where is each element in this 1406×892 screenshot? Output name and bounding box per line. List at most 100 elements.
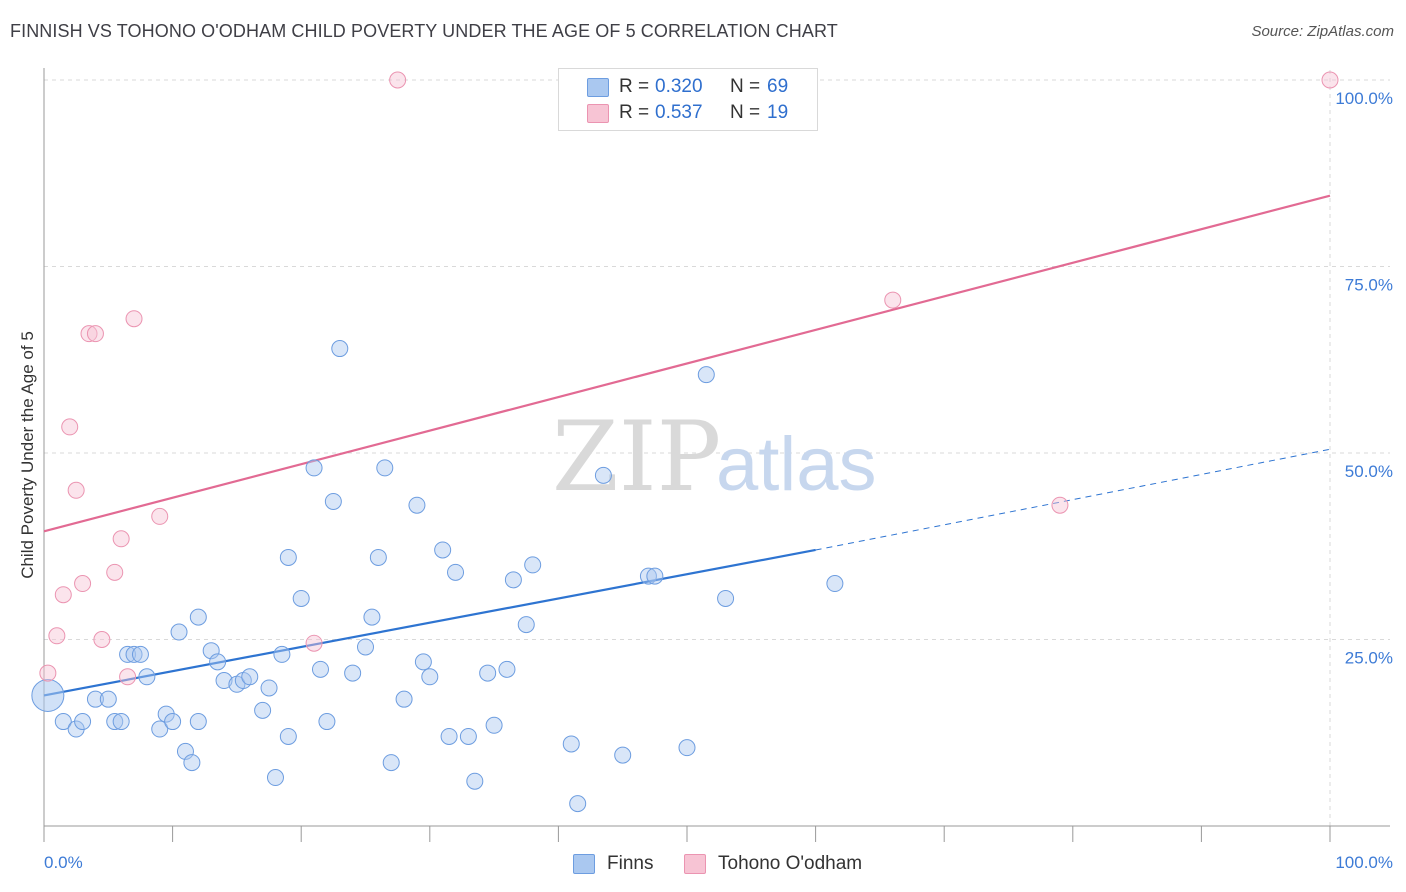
finns-point — [434, 541, 452, 559]
finns-point — [357, 638, 374, 656]
finns-point — [112, 713, 130, 731]
tohono-point — [151, 507, 169, 525]
finns-point — [119, 645, 137, 663]
watermark: ZIP atlas — [552, 401, 877, 513]
source-label: Source: ZipAtlas.com — [1251, 23, 1394, 40]
finns-point — [260, 679, 278, 697]
finns-point — [594, 466, 612, 484]
finns-point — [562, 735, 580, 753]
legend-item-tohono: Tohono O'odham — [684, 853, 862, 875]
finns-point — [363, 608, 381, 626]
finns-point — [266, 769, 284, 787]
finns-r-label: R = — [619, 76, 650, 97]
finns-point — [164, 713, 182, 731]
finns-point — [324, 492, 342, 510]
tohono-point — [61, 418, 79, 436]
finns-point — [485, 716, 503, 734]
finns-point — [344, 664, 362, 682]
finns-point — [459, 727, 477, 745]
finns-trend-line — [43, 548, 816, 697]
finns-point — [517, 616, 535, 634]
finns-point — [273, 645, 291, 663]
finns-point — [717, 589, 735, 607]
finns-point — [279, 727, 297, 745]
grid-lines — [44, 70, 1390, 826]
tohono-r-value: 0.537 — [655, 102, 703, 123]
finns-point — [466, 772, 484, 790]
tohono-point — [48, 627, 66, 645]
finns-point — [479, 664, 497, 682]
tohono-n-label: N = — [730, 102, 761, 123]
tohono-n-value: 19 — [767, 102, 789, 123]
tick-labels: 25.0% 50.0% 75.0% 100.0% 0.0% 100.0% — [44, 89, 1393, 872]
tohono-point — [93, 631, 111, 648]
tohono-point — [119, 668, 137, 686]
legend-item-finns: Finns — [573, 853, 653, 875]
finns-point — [826, 575, 844, 593]
finns-point — [189, 713, 207, 731]
finns-point — [54, 713, 72, 731]
finns-point — [440, 727, 458, 745]
finns-point — [86, 690, 104, 708]
finns-point — [106, 713, 124, 731]
finns-point — [504, 571, 522, 589]
tohono-legend-swatch — [684, 854, 706, 874]
finns-point — [292, 589, 310, 607]
finns-point — [382, 754, 400, 772]
tohono-point — [305, 634, 323, 652]
tohono-point — [884, 291, 902, 309]
finns-point — [376, 459, 394, 477]
watermark-zip: ZIP — [552, 401, 721, 513]
finns-point — [138, 668, 156, 686]
tohono-point — [106, 563, 124, 581]
finns-point — [170, 623, 188, 641]
finns-point — [183, 754, 201, 772]
finns-n-label: N = — [730, 76, 761, 97]
finns-point — [305, 459, 323, 477]
finns-n-value: 69 — [767, 76, 789, 97]
finns-point — [524, 556, 542, 574]
tohono-trend-line — [43, 194, 1331, 533]
finns-point — [125, 645, 143, 663]
tohono-legend-label: Tohono O'odham — [718, 853, 863, 874]
tohono-point — [74, 575, 92, 593]
finns-point — [74, 713, 92, 731]
x-tick-label: 100.0% — [1335, 853, 1393, 872]
tohono-point — [1051, 496, 1069, 514]
finns-point — [447, 563, 465, 581]
finns-point — [254, 701, 272, 719]
finns-point — [639, 567, 657, 585]
tohono-swatch — [587, 103, 609, 123]
finns-point — [614, 746, 632, 764]
finns-point — [151, 720, 169, 738]
x-tick-label: 0.0% — [44, 853, 83, 872]
y-tick-label: 100.0% — [1335, 89, 1393, 108]
finns-point — [678, 739, 696, 757]
finns-point — [331, 340, 349, 358]
tohono-point — [1321, 71, 1339, 89]
finns-r-value: 0.320 — [655, 76, 703, 97]
finns-point — [395, 690, 413, 708]
finns-point — [421, 668, 439, 686]
finns-point — [697, 366, 715, 384]
y-tick-label: 50.0% — [1345, 462, 1393, 481]
finns-point — [31, 678, 65, 712]
finns-point — [241, 668, 259, 686]
finns-legend-swatch — [573, 854, 595, 874]
finns-point — [369, 548, 387, 566]
finns-legend-label: Finns — [607, 853, 654, 874]
finns-point — [215, 672, 233, 690]
finns-swatch — [587, 77, 609, 97]
chart-title: FINNISH VS TOHONO O'ODHAM CHILD POVERTY … — [10, 21, 838, 41]
y-tick-label: 25.0% — [1345, 649, 1393, 668]
finns-point — [209, 653, 227, 671]
finns-point — [498, 660, 516, 678]
tohono-point — [39, 664, 57, 682]
tohono-point — [112, 530, 130, 548]
tohono-point — [54, 586, 72, 604]
tohono-point — [86, 325, 104, 343]
finns-point — [414, 653, 432, 671]
tohono-point — [67, 481, 85, 499]
tohono-point — [125, 310, 143, 328]
